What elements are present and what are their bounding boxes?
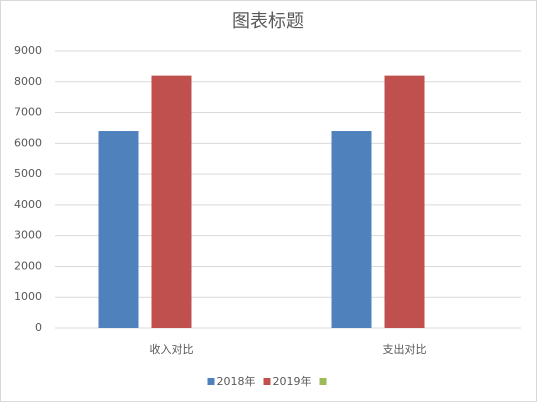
y-tick-label: 7000 (14, 106, 42, 119)
y-tick-label: 3000 (14, 229, 42, 242)
y-tick-label: 9000 (14, 44, 42, 57)
y-tick-label: 8000 (14, 75, 42, 88)
legend-swatch (207, 378, 215, 385)
legend-label: 2018年 (217, 374, 256, 388)
legend-swatch (263, 378, 271, 385)
y-tick-label: 1000 (14, 290, 42, 303)
x-tick-label: 收入对比 (150, 342, 194, 356)
bar (151, 75, 192, 328)
y-tick-label: 2000 (14, 259, 42, 272)
legend-swatch (319, 378, 327, 385)
chart-title: 图表标题 (232, 11, 304, 32)
bar (98, 131, 139, 328)
bar (384, 75, 425, 328)
legend-label: 2019年 (273, 374, 312, 388)
y-tick-label: 4000 (14, 198, 42, 211)
y-tick-label: 5000 (14, 167, 42, 180)
y-tick-label: 6000 (14, 136, 42, 149)
y-tick-label: 0 (35, 321, 42, 334)
x-tick-label: 支出对比 (383, 342, 427, 356)
bar (331, 131, 372, 328)
